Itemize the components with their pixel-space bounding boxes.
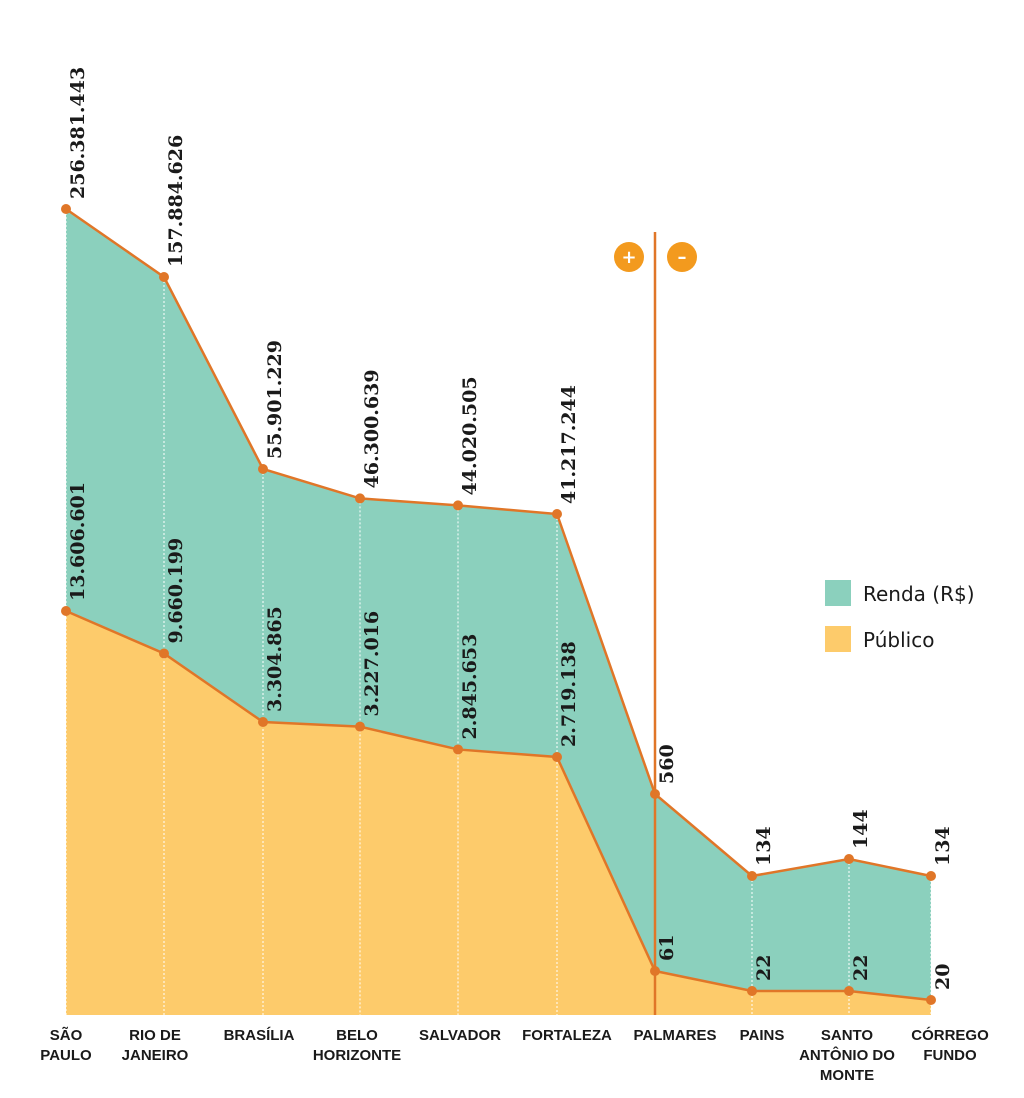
renda-point [650, 789, 660, 799]
publico-value-label: 3.227.016 [361, 611, 383, 717]
category-label-line: PAINS [740, 1027, 785, 1044]
renda-value-label: 144 [850, 809, 872, 849]
renda-point [355, 493, 365, 504]
minus-symbol: – [678, 247, 687, 268]
renda-value-label: 134 [753, 826, 775, 866]
category-label-line: PAULO [40, 1047, 92, 1064]
category-label-line: SANTO [821, 1027, 874, 1044]
publico-point [453, 744, 463, 755]
publico-value-label: 2.719.138 [558, 641, 580, 747]
category-label-line: CÓRREGO [911, 1026, 989, 1044]
category-label-line: FUNDO [923, 1047, 977, 1064]
renda-point [552, 509, 562, 519]
category-label-line: PALMARES [633, 1027, 716, 1044]
category-label: SANTO ANTÔNIO DO MONTE [799, 1027, 895, 1084]
renda-value-label: 44.020.505 [459, 376, 481, 495]
publico-value-label: 20 [932, 964, 954, 990]
plus-icon [614, 242, 644, 272]
publico-point [258, 717, 268, 727]
category-label-line: JANEIRO [122, 1047, 189, 1064]
publico-point [61, 606, 71, 616]
renda-value-label: 157.884.626 [165, 135, 187, 267]
category-label-line: BELO [336, 1027, 378, 1044]
category-label-line: SÃO [50, 1026, 83, 1044]
renda-point [926, 871, 936, 881]
minus-icon [667, 242, 697, 272]
category-label-line: ANTÔNIO DO [799, 1046, 895, 1064]
category-label-line: SALVADOR [419, 1027, 501, 1044]
legend-label: Público [863, 628, 934, 652]
category-label: BRASÍLIA [224, 1027, 295, 1044]
chart-lines [65, 207, 932, 1002]
renda-point [258, 464, 268, 474]
renda-value-label: 560 [656, 744, 678, 784]
category-label: PALMARES [633, 1027, 716, 1044]
publico-point [926, 995, 936, 1005]
legend-label: Renda (R$) [863, 582, 975, 606]
category-label-line: HORIZONTE [313, 1047, 401, 1064]
renda-point [453, 500, 463, 511]
renda-line [65, 207, 932, 878]
renda-point [159, 272, 169, 282]
publico-point [747, 986, 757, 996]
publico-value-label: 13.606.601 [67, 482, 89, 601]
renda-value-label: 46.300.639 [361, 369, 383, 488]
renda-value-label: 55.901.229 [264, 340, 286, 459]
category-label-line: FORTALEZA [522, 1027, 612, 1044]
category-label-line: MONTE [820, 1067, 874, 1084]
renda-value-label: 41.217.244 [558, 385, 580, 504]
publico-point [650, 966, 660, 976]
legend-swatch [825, 580, 851, 606]
value-labels: 256.381.443 13.606.601 157.884.626 9.660.19… [67, 67, 954, 990]
publico-value-label: 9.660.199 [165, 538, 187, 644]
publico-value-label: 22 [850, 955, 872, 981]
chart-areas [66, 209, 931, 1015]
publico-point [552, 752, 562, 762]
category-label: RIO DE JANEIRO [122, 1027, 189, 1064]
category-label: BELO HORIZONTE [313, 1027, 401, 1064]
legend: Renda (R$) Público [825, 580, 975, 652]
plus-symbol: + [621, 247, 636, 268]
category-label: FORTALEZA [522, 1027, 612, 1044]
category-label: SÃO PAULO [40, 1026, 92, 1064]
publico-point [844, 986, 854, 996]
publico-value-label: 61 [656, 935, 678, 961]
renda-value-label: 134 [932, 826, 954, 866]
publico-value-label: 2.845.653 [459, 634, 481, 740]
legend-swatch [825, 626, 851, 652]
renda-point [844, 854, 854, 864]
renda-point [61, 204, 71, 214]
publico-value-label: 22 [753, 955, 775, 981]
publico-point [159, 648, 169, 659]
category-label: PAINS [740, 1027, 785, 1044]
category-label-line: RIO DE [129, 1027, 181, 1044]
renda-value-label: 256.381.443 [67, 67, 89, 199]
publico-value-label: 3.304.865 [264, 606, 286, 712]
category-label: SALVADOR [419, 1027, 501, 1044]
category-label-line: BRASÍLIA [224, 1027, 295, 1044]
publico-line [65, 609, 932, 1002]
category-labels: SÃO PAULO RIO DE JANEIRO BRASÍLIA BELO HORIZON… [40, 1026, 989, 1084]
category-label: CÓRREGO FUNDO [911, 1026, 989, 1064]
publico-area [66, 611, 931, 1015]
chart-points [61, 204, 936, 1005]
renda-point [747, 871, 757, 881]
chart-divider: + – [614, 232, 697, 1015]
publico-point [355, 721, 365, 732]
